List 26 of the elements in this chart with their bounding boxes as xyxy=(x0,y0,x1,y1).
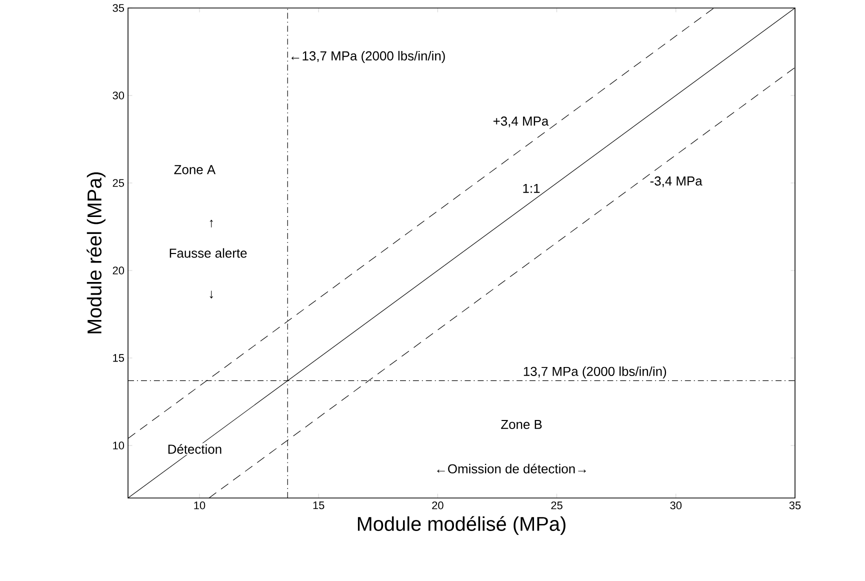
annotation: Zone B xyxy=(501,420,542,430)
x-tick-label: 30 xyxy=(670,502,682,510)
x-tick-label: 35 xyxy=(789,502,801,510)
x-tick-label: 10 xyxy=(194,502,206,510)
series-label: +3,4 MPa xyxy=(493,116,549,128)
x-axis-title: Module modélisé (MPa) xyxy=(358,516,566,535)
y-tick-label: 20 xyxy=(112,266,124,274)
x-tick-label: 20 xyxy=(432,502,444,510)
y-tick-label: 10 xyxy=(113,442,124,450)
ref-line-label: 13,7 MPa (2000 lbs/in/in) xyxy=(524,366,666,379)
x-tick-label: 15 xyxy=(313,502,324,510)
y-axis-title: Module réel (MPa) xyxy=(86,172,106,334)
y-tick-label: 25 xyxy=(112,179,124,187)
annotation: ↑ xyxy=(210,220,213,228)
y-tick-label: 35 xyxy=(112,4,124,12)
annotation: ←Omission de détection→ xyxy=(437,464,586,474)
annotation: ↓ xyxy=(210,290,213,298)
y-tick-label: 15 xyxy=(113,354,124,362)
ref-line-label: ←13,7 MPa (2000 lbs/in/in) xyxy=(291,50,445,64)
series-label: 1:1 xyxy=(523,184,540,193)
annotation: Zone A xyxy=(174,165,216,174)
annotation: Fausse alerte xyxy=(170,248,247,258)
annotation: Détection xyxy=(168,444,222,454)
x-tick-label: 25 xyxy=(551,502,562,510)
series-label: -3,4 MPa xyxy=(650,176,702,188)
y-tick-label: 30 xyxy=(112,92,124,100)
